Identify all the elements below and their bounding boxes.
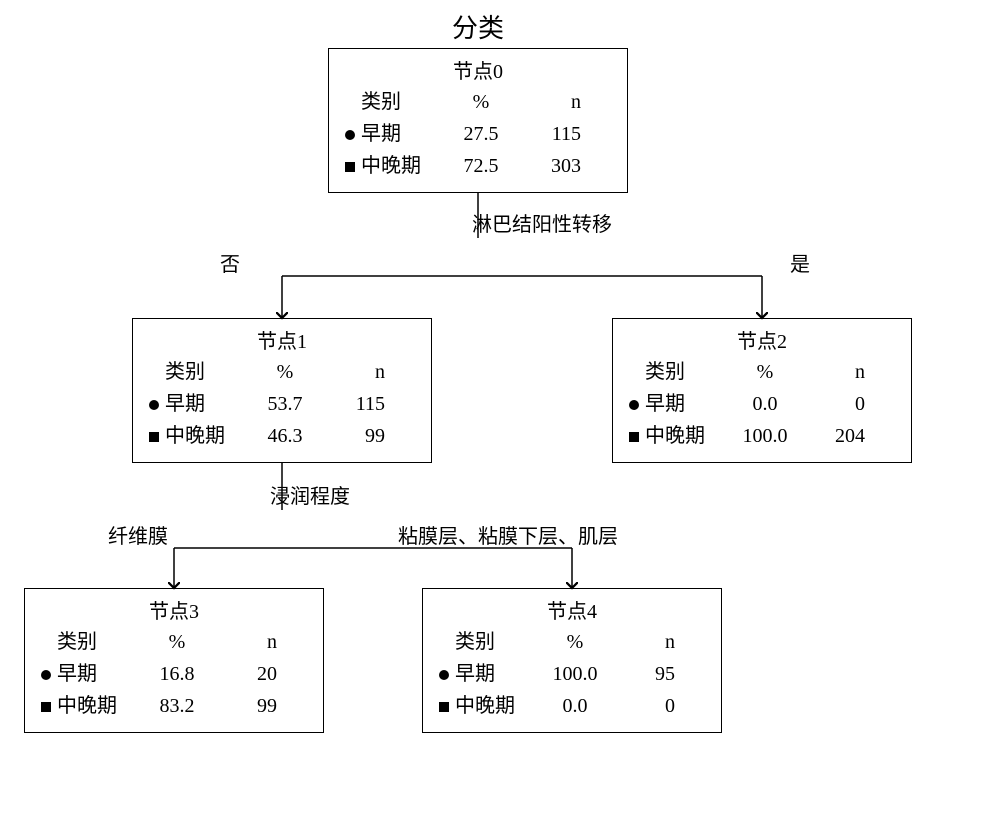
row-label: 中晚期 — [361, 150, 441, 182]
node-title: 节点1 — [143, 325, 421, 354]
row-label: 中晚期 — [57, 690, 137, 722]
branch-label-0-1: 是 — [790, 248, 810, 277]
header-count: n — [521, 86, 581, 118]
node-header-row: 类别 % n — [35, 626, 313, 658]
branch-label-1-0: 纤维膜 — [108, 520, 168, 549]
header-category: 类别 — [645, 356, 725, 388]
node-data-row: 中晚期 46.3 99 — [143, 420, 421, 452]
row-count: 303 — [521, 150, 581, 182]
row-percent: 83.2 — [137, 690, 217, 722]
header-category: 类别 — [455, 626, 535, 658]
row-count: 0 — [805, 388, 865, 420]
node-header-row: 类别 % n — [339, 86, 617, 118]
header-count: n — [217, 626, 277, 658]
row-count: 20 — [217, 658, 277, 690]
circle-marker-icon — [439, 670, 449, 680]
tree-node-0: 节点0 类别 % n 早期 27.5 115 中晚期 — [328, 48, 628, 193]
node-title: 节点2 — [623, 325, 901, 354]
row-label: 中晚期 — [455, 690, 535, 722]
header-category: 类别 — [361, 86, 441, 118]
circle-marker-icon — [149, 400, 159, 410]
branch-label-1-1: 粘膜层、粘膜下层、肌层 — [398, 520, 618, 549]
header-percent: % — [245, 356, 325, 388]
split-label-1: 浸润程度 — [270, 480, 350, 509]
row-label: 中晚期 — [645, 420, 725, 452]
row-percent: 0.0 — [725, 388, 805, 420]
node-title: 节点3 — [35, 595, 313, 624]
circle-marker-icon — [629, 400, 639, 410]
circle-marker-icon — [345, 130, 355, 140]
row-percent: 46.3 — [245, 420, 325, 452]
node-title: 节点4 — [433, 595, 711, 624]
row-percent: 53.7 — [245, 388, 325, 420]
row-label: 早期 — [455, 658, 535, 690]
row-label: 早期 — [645, 388, 725, 420]
node-title: 节点0 — [339, 55, 617, 84]
row-count: 204 — [805, 420, 865, 452]
row-percent: 16.8 — [137, 658, 217, 690]
node-data-row: 中晚期 0.0 0 — [433, 690, 711, 722]
row-count: 115 — [325, 388, 385, 420]
node-data-row: 早期 16.8 20 — [35, 658, 313, 690]
row-percent: 72.5 — [441, 150, 521, 182]
row-percent: 27.5 — [441, 118, 521, 150]
node-header-row: 类别 % n — [623, 356, 901, 388]
tree-node-4: 节点4 类别 % n 早期 100.0 95 中晚期 — [422, 588, 722, 733]
square-marker-icon — [439, 702, 449, 712]
header-percent: % — [725, 356, 805, 388]
row-percent: 100.0 — [725, 420, 805, 452]
node-header-row: 类别 % n — [433, 626, 711, 658]
header-percent: % — [137, 626, 217, 658]
header-category: 类别 — [57, 626, 137, 658]
row-label: 早期 — [361, 118, 441, 150]
row-count: 115 — [521, 118, 581, 150]
node-data-row: 早期 100.0 95 — [433, 658, 711, 690]
square-marker-icon — [629, 432, 639, 442]
square-marker-icon — [345, 162, 355, 172]
node-data-row: 中晚期 72.5 303 — [339, 150, 617, 182]
node-data-row: 中晚期 83.2 99 — [35, 690, 313, 722]
row-count: 99 — [217, 690, 277, 722]
tree-node-2: 节点2 类别 % n 早期 0.0 0 中晚期 — [612, 318, 912, 463]
header-count: n — [805, 356, 865, 388]
row-percent: 0.0 — [535, 690, 615, 722]
node-data-row: 早期 27.5 115 — [339, 118, 617, 150]
row-count: 0 — [615, 690, 675, 722]
tree-node-3: 节点3 类别 % n 早期 16.8 20 中晚期 — [24, 588, 324, 733]
row-label: 早期 — [57, 658, 137, 690]
header-count: n — [615, 626, 675, 658]
tree-node-1: 节点1 类别 % n 早期 53.7 115 中晚期 — [132, 318, 432, 463]
square-marker-icon — [149, 432, 159, 442]
row-label: 中晚期 — [165, 420, 245, 452]
row-percent: 100.0 — [535, 658, 615, 690]
split-label-0: 淋巴结阳性转移 — [472, 208, 612, 237]
row-count: 99 — [325, 420, 385, 452]
row-label: 早期 — [165, 388, 245, 420]
header-category: 类别 — [165, 356, 245, 388]
header-percent: % — [535, 626, 615, 658]
node-data-row: 中晚期 100.0 204 — [623, 420, 901, 452]
header-percent: % — [441, 86, 521, 118]
node-header-row: 类别 % n — [143, 356, 421, 388]
row-count: 95 — [615, 658, 675, 690]
node-data-row: 早期 0.0 0 — [623, 388, 901, 420]
node-data-row: 早期 53.7 115 — [143, 388, 421, 420]
header-count: n — [325, 356, 385, 388]
branch-label-0-0: 否 — [220, 248, 240, 277]
circle-marker-icon — [41, 670, 51, 680]
diagram-title: 分类 — [452, 8, 504, 45]
square-marker-icon — [41, 702, 51, 712]
